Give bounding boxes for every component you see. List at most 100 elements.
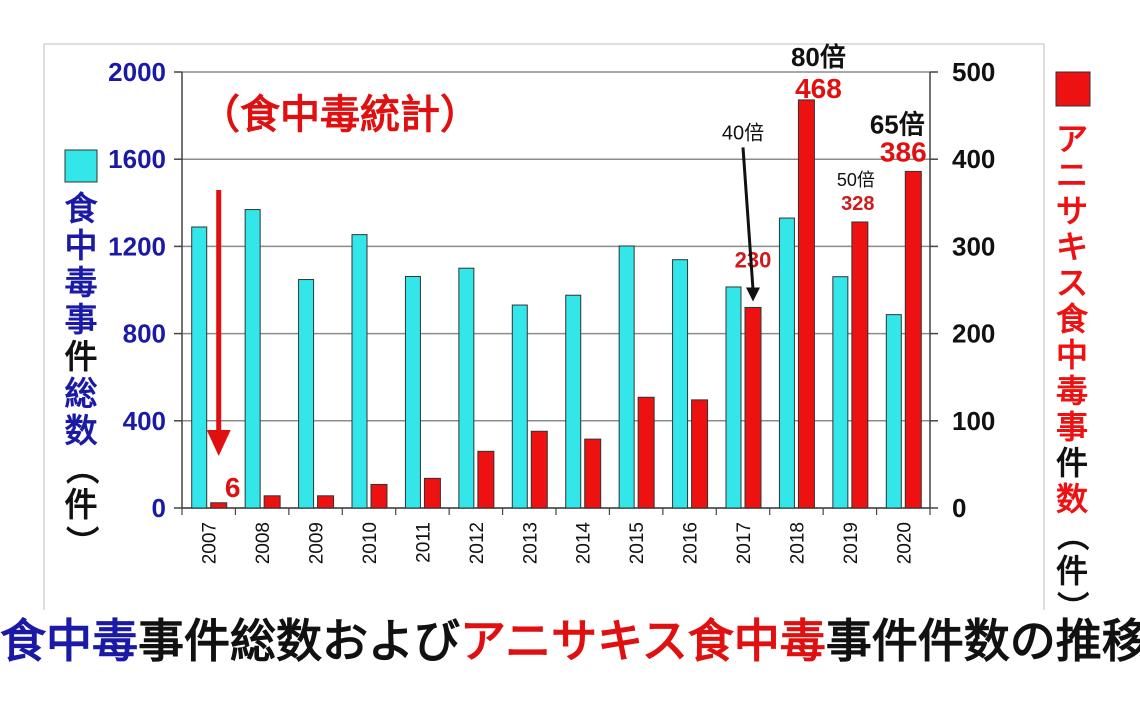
bar-total — [458, 267, 475, 509]
right-tick-label: 500 — [952, 57, 995, 87]
x-tick-label: 2013 — [520, 522, 541, 564]
bar-anisakis — [584, 438, 602, 509]
bar-anisakis — [317, 495, 335, 509]
bar-anisakis — [263, 495, 281, 509]
bar-anisakis — [744, 306, 762, 509]
right-axis-label-char: ） — [1053, 591, 1091, 610]
gridlines — [182, 71, 930, 509]
left-tick-label: 800 — [123, 319, 166, 349]
down-arrow-head — [206, 430, 231, 456]
ratio-annotation: 80倍 — [791, 42, 846, 72]
bar-anisakis — [851, 221, 869, 509]
series-anisakis-bars — [210, 99, 922, 509]
legend-swatch-anisakis — [1055, 71, 1091, 107]
x-tick-label: 2020 — [894, 522, 915, 564]
left-tick-label: 2000 — [108, 57, 166, 87]
bar-total — [511, 304, 528, 509]
bar-total — [885, 314, 902, 509]
bar-total — [672, 259, 689, 509]
value-annotation: 386 — [880, 136, 927, 167]
bar-total — [778, 217, 795, 509]
caption-part-3: アニサキス食中毒 — [460, 614, 826, 668]
right-tick-label: 300 — [952, 231, 995, 261]
x-tick-label: 2019 — [841, 522, 862, 564]
left-axis-label-char: 食 — [65, 189, 99, 228]
right-axis-label-char: 件 — [1056, 552, 1088, 590]
left-axis-label-char: 数 — [65, 411, 99, 450]
value-annotation: 468 — [795, 73, 842, 104]
bar-anisakis — [210, 502, 228, 509]
right-tick-label: 0 — [952, 493, 966, 523]
ratio-annotation: 40倍 — [722, 121, 764, 144]
bar-anisakis — [904, 170, 922, 509]
x-tick-label: 2016 — [681, 522, 702, 564]
right-axis-label-char: ニ — [1056, 156, 1088, 194]
x-tick-label: 2009 — [307, 522, 328, 564]
left-axis-label-char: （ — [62, 452, 101, 485]
bar-total — [618, 245, 635, 509]
legend-swatch-total — [64, 149, 98, 183]
chart-caption: 食中毒事件総数およびアニサキス食中毒事件件数の推移 — [0, 618, 1140, 664]
right-axis-ticks: 0 100 200 300 400 500 — [930, 57, 995, 523]
bar-total — [725, 286, 742, 509]
left-axis-label: 食中毒事件総数（件） — [62, 189, 101, 559]
series-total-bars — [191, 209, 902, 509]
ratio-annotation: 65倍 — [870, 109, 925, 139]
bar-anisakis — [691, 399, 709, 509]
bar-anisakis — [370, 483, 388, 509]
x-tick-label: 2012 — [467, 522, 488, 564]
right-axis-label-char: 件 — [1056, 444, 1088, 482]
left-tick-label: 1600 — [108, 144, 166, 174]
left-tick-label: 1200 — [108, 231, 166, 261]
x-tick-label: 2017 — [734, 522, 755, 564]
left-axis-label-char: 件 — [65, 337, 98, 376]
value-annotation: 6 — [225, 472, 241, 503]
right-axis-label-char: 事 — [1056, 408, 1088, 446]
ratio-annotation: 50倍 — [837, 170, 875, 190]
value-annotation: 328 — [841, 193, 874, 215]
x-tick-label: 2018 — [787, 522, 808, 564]
bar-total — [404, 275, 421, 509]
bar-anisakis — [423, 477, 441, 509]
bar-total — [191, 226, 208, 509]
right-tick-label: 200 — [952, 319, 995, 349]
left-axis-ticks: 0 400 800 1200 1600 2000 — [108, 57, 182, 523]
right-axis-label-char: 毒 — [1056, 372, 1088, 410]
x-tick-label: 2007 — [200, 522, 221, 564]
x-tick-label: 2008 — [253, 522, 274, 564]
bar-total — [298, 279, 315, 509]
x-tick-label: 2015 — [627, 522, 648, 564]
bar-anisakis — [637, 396, 655, 509]
pointer-arrow-line — [741, 147, 755, 290]
x-axis-ticks: 2007 2008 2009 2010 2011 2012 2013 2014 2015 2016… — [181, 508, 931, 565]
x-tick-label: 2014 — [574, 522, 595, 565]
bar-total — [351, 234, 368, 509]
right-axis-label-char: （ — [1053, 519, 1091, 551]
bar-anisakis — [530, 430, 548, 509]
caption-part-4: 事件件数の推移 — [825, 614, 1140, 668]
right-axis-label-char: 中 — [1056, 336, 1088, 374]
right-axis-label-char: ス — [1056, 264, 1088, 302]
bar-total — [832, 276, 849, 509]
bar-anisakis — [477, 450, 495, 509]
bar-total — [565, 294, 582, 509]
left-axis-label-char: ） — [62, 526, 101, 559]
right-axis-label-char: キ — [1056, 228, 1088, 266]
right-axis-label-char: 食 — [1056, 300, 1089, 338]
left-tick-label: 400 — [123, 406, 166, 436]
right-axis-label-char: ア — [1056, 120, 1088, 158]
caption-part-1: 食中毒 — [0, 614, 138, 668]
right-tick-label: 100 — [952, 406, 995, 436]
left-axis-label-char: 中 — [65, 226, 98, 265]
left-tick-label: 0 — [152, 493, 166, 523]
chart-title: （食中毒統計） — [200, 93, 480, 137]
x-tick-label: 2011 — [413, 522, 434, 563]
right-axis-label-char: 数 — [1056, 480, 1089, 518]
x-tick-label: 2010 — [360, 522, 381, 564]
right-axis-label-char: サ — [1056, 192, 1088, 230]
left-axis-label-char: 事 — [65, 300, 98, 339]
pointer-arrow-head — [746, 287, 760, 302]
